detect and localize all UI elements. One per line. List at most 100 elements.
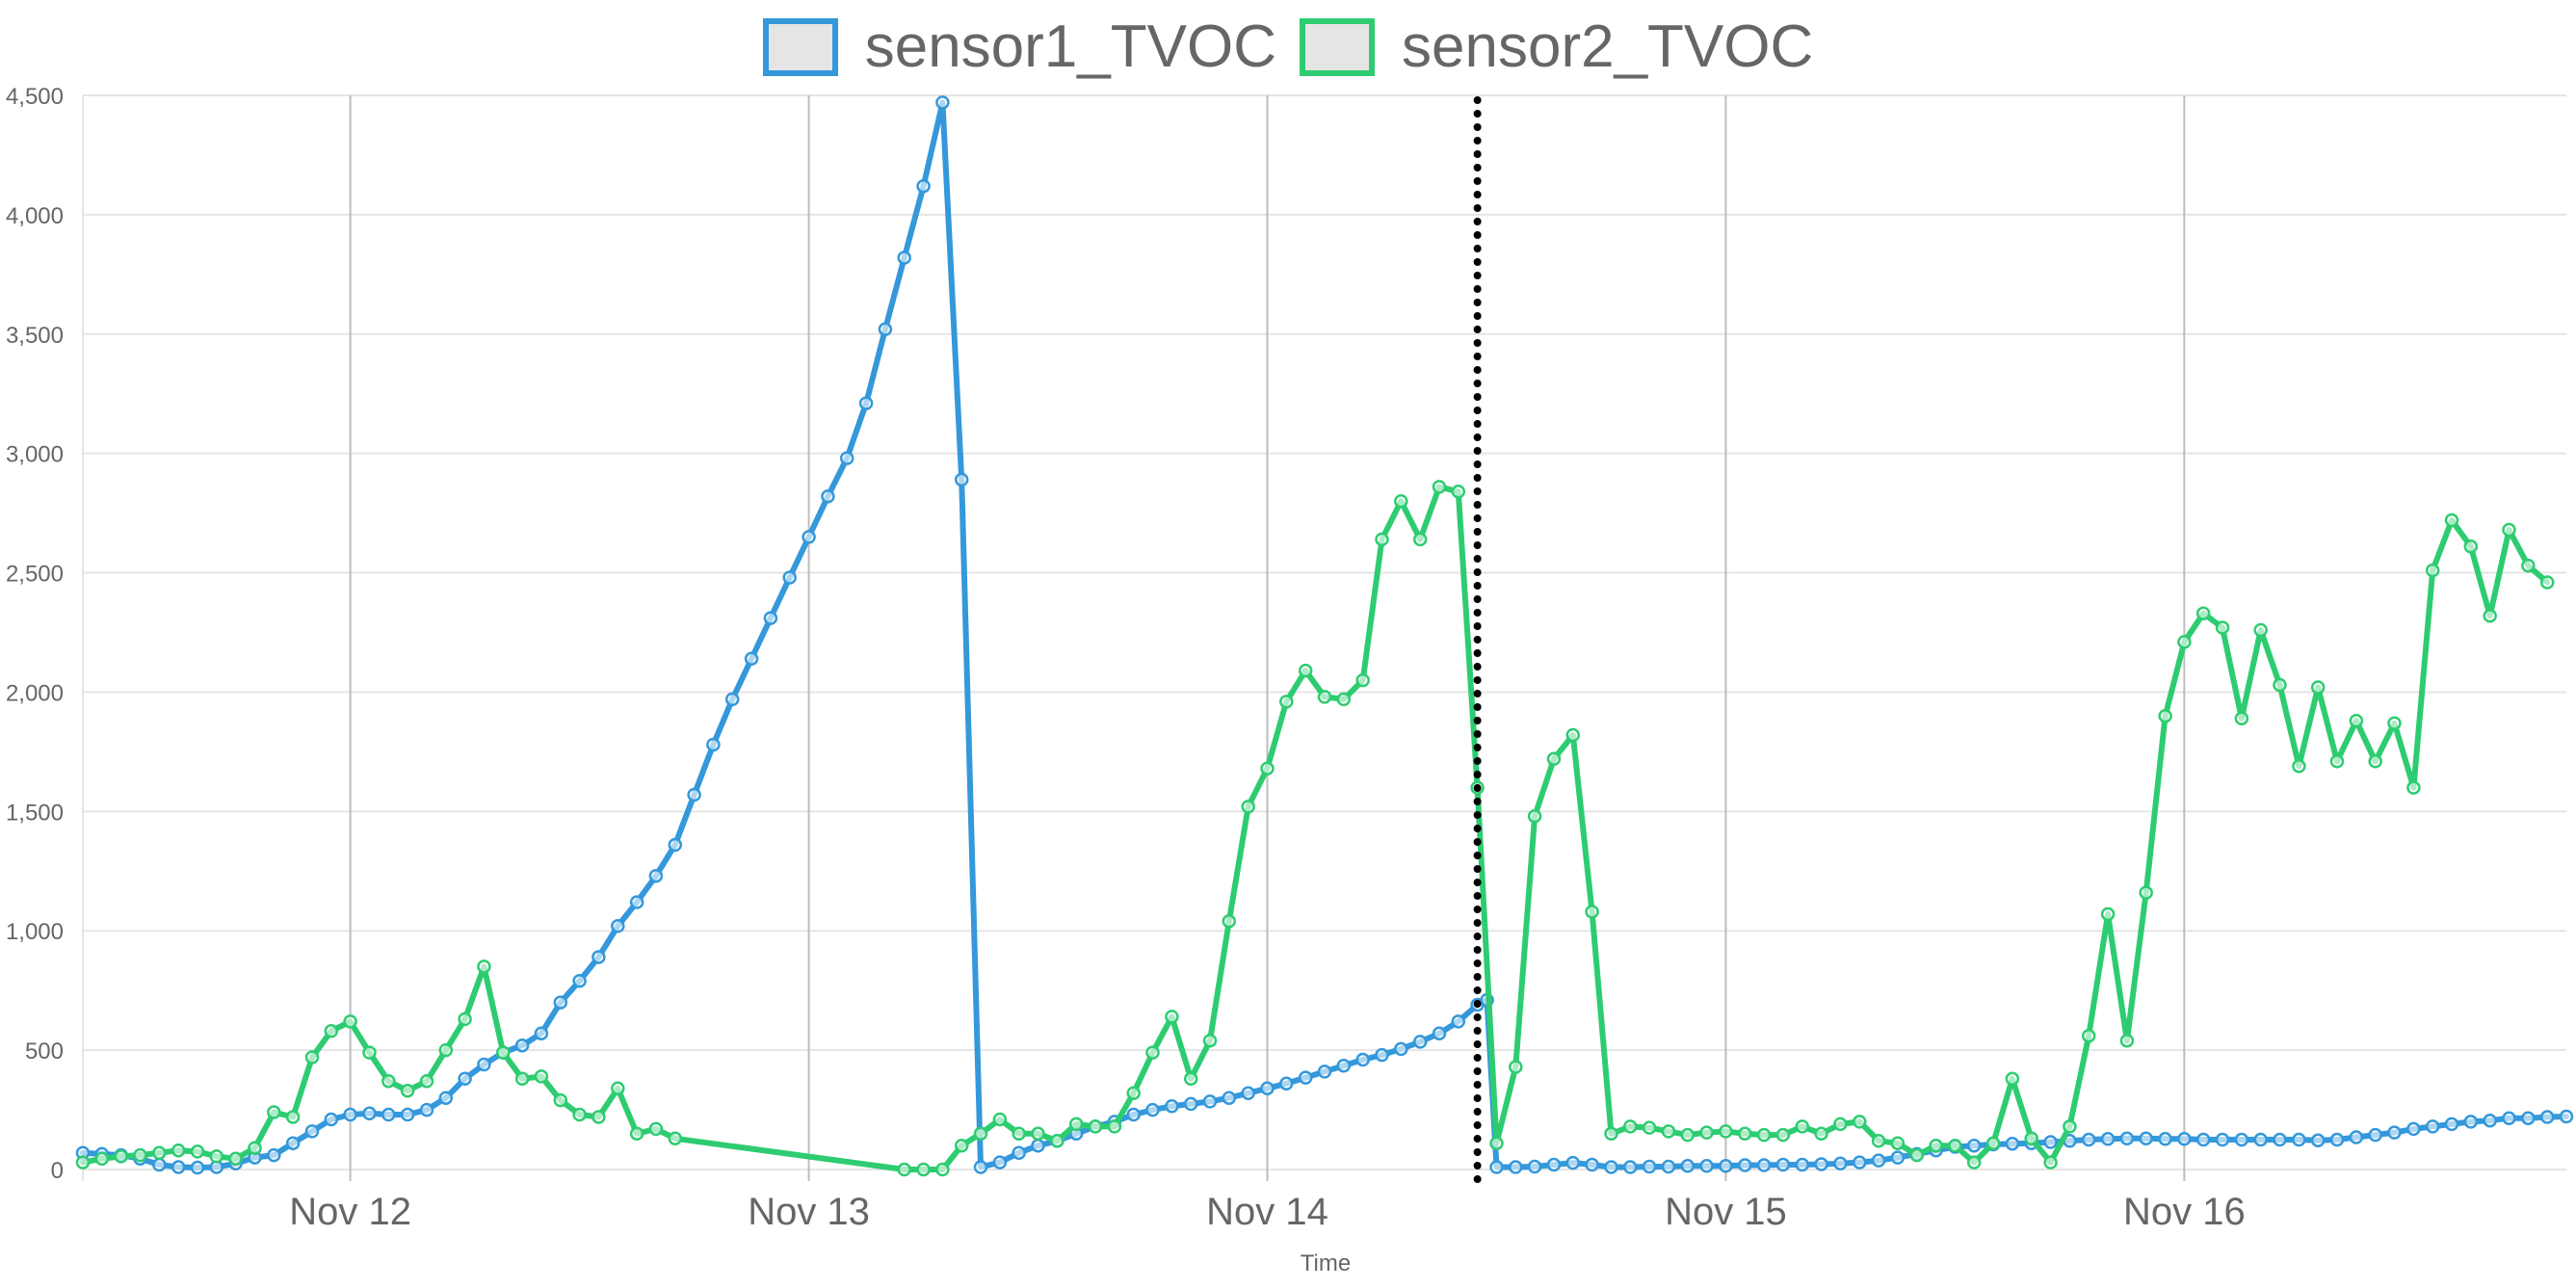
- data-point: [2292, 1132, 2306, 1147]
- data-point: [2425, 1119, 2440, 1134]
- data-point: [1775, 1157, 1791, 1172]
- data-point: [2329, 1132, 2345, 1147]
- y-tick-label: 3,500: [6, 323, 64, 349]
- data-point: [1719, 1159, 1733, 1173]
- y-tick-label: 4,500: [6, 84, 64, 110]
- data-point: [1966, 1138, 1982, 1153]
- data-point: [2329, 754, 2345, 769]
- data-point: [514, 1071, 530, 1087]
- data-point: [1432, 1026, 1447, 1041]
- legend-item-sensor2[interactable]: sensor2_TVOC: [1300, 13, 1813, 81]
- data-point: [1890, 1150, 1906, 1165]
- data-point: [1699, 1159, 1714, 1173]
- data-point: [668, 837, 683, 853]
- x-tick-label: Nov 14: [1206, 1191, 1328, 1233]
- data-point: [878, 322, 893, 337]
- data-point: [2215, 1132, 2230, 1147]
- data-point: [381, 1107, 396, 1122]
- data-point: [1546, 751, 1562, 767]
- data-point: [1623, 1119, 1638, 1134]
- data-point: [1795, 1119, 1810, 1134]
- data-point: [2081, 1132, 2096, 1147]
- data-point: [2158, 708, 2172, 723]
- data-point: [304, 1050, 320, 1065]
- data-point: [1336, 1058, 1352, 1073]
- legend: sensor1_TVOC sensor2_TVOC: [0, 13, 2576, 81]
- data-point: [821, 489, 835, 504]
- data-point: [954, 472, 969, 487]
- data-point: [2463, 539, 2479, 554]
- data-point: [2292, 759, 2306, 774]
- data-point: [1604, 1126, 1618, 1142]
- data-point: [1012, 1145, 1026, 1160]
- data-point: [935, 1162, 950, 1177]
- data-point: [802, 530, 816, 544]
- data-point: [839, 451, 854, 465]
- data-point: [2195, 1132, 2211, 1147]
- data-point: [419, 1074, 434, 1089]
- data-point: [992, 1112, 1008, 1127]
- data-point: [1661, 1124, 1676, 1139]
- data-point: [94, 1151, 110, 1167]
- data-point: [553, 995, 568, 1010]
- data-point: [1833, 1117, 1848, 1132]
- data-point: [2502, 522, 2516, 538]
- data-point: [2139, 885, 2153, 900]
- data-point: [1145, 1045, 1160, 1060]
- data-point: [2444, 513, 2459, 528]
- data-point: [1642, 1120, 1657, 1135]
- data-point: [1833, 1156, 1848, 1171]
- data-point: [2119, 1131, 2135, 1146]
- data-point: [1068, 1117, 1084, 1132]
- data-point: [1509, 1160, 1523, 1174]
- data-point: [2368, 1127, 2382, 1143]
- data-point: [2539, 1110, 2555, 1124]
- data-point: [1871, 1153, 1886, 1168]
- data-point: [1585, 1157, 1599, 1172]
- data-point: [1336, 692, 1352, 707]
- data-point: [1355, 672, 1370, 688]
- data-point: [2005, 1136, 2020, 1151]
- data-point: [1317, 1065, 1332, 1079]
- data-point: [687, 787, 701, 802]
- data-point: [1623, 1160, 1638, 1174]
- data-point: [1699, 1125, 1714, 1140]
- data-point: [1604, 1160, 1618, 1174]
- data-point: [1222, 1091, 1237, 1105]
- data-point: [1088, 1119, 1103, 1134]
- data-point: [324, 1112, 339, 1127]
- data-point: [133, 1147, 147, 1163]
- legend-label-sensor1: sensor1_TVOC: [864, 13, 1276, 80]
- data-point: [2387, 1125, 2402, 1140]
- y-axis: 0 500 1,000 1,500 2,000 2,500 3,000 3,500 4,000 4…: [6, 84, 84, 1184]
- data-point: [1489, 1160, 1504, 1174]
- legend-item-sensor1[interactable]: sensor1_TVOC: [762, 13, 1276, 81]
- data-point: [724, 692, 740, 707]
- data-point: [1165, 1099, 1179, 1114]
- data-point: [152, 1157, 167, 1172]
- data-point: [1202, 1033, 1218, 1048]
- data-point: [1375, 1047, 1389, 1063]
- data-point: [2024, 1131, 2038, 1146]
- data-point: [2406, 1121, 2421, 1137]
- data-point: [2559, 1109, 2574, 1124]
- data-point: [629, 1126, 644, 1142]
- data-point: [534, 1026, 549, 1041]
- data-point: [1527, 1159, 1542, 1174]
- data-point: [1260, 1081, 1275, 1096]
- x-axis: Nov 12 Nov 13 Nov 14 Nov 15 Nov 16: [289, 1170, 2246, 1233]
- data-point: [897, 1162, 911, 1177]
- data-point: [1853, 1115, 1867, 1129]
- x-axis-title: Time: [1301, 1250, 1351, 1276]
- y-tick-label: 2,500: [6, 562, 64, 588]
- data-point: [1565, 1155, 1581, 1170]
- data-point: [858, 396, 874, 410]
- data-point: [2406, 780, 2421, 795]
- data-point: [1031, 1138, 1045, 1153]
- data-point: [1298, 1070, 1313, 1085]
- data-point: [553, 1092, 568, 1108]
- data-point: [1565, 727, 1581, 743]
- data-point: [171, 1160, 186, 1174]
